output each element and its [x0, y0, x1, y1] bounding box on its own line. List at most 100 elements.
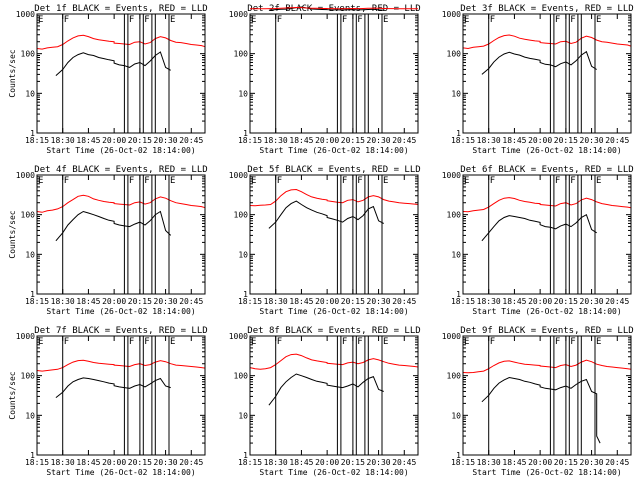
x-tick-label: 18:45	[502, 458, 526, 467]
y-tick-label: 1000	[229, 171, 248, 180]
y-tick-label: 10	[451, 250, 461, 259]
x-tick-label: 18:45	[289, 136, 313, 145]
x-tick-label: 18:30	[477, 458, 501, 467]
y-tick-label: 100	[447, 372, 462, 381]
x-tick-label: 20:30	[367, 297, 391, 306]
y-axis-label: Counts/sec	[8, 49, 17, 97]
interval-flag-label: F	[570, 176, 575, 186]
y-tick-label: 100	[447, 211, 462, 220]
y-tick-label: 1	[243, 129, 248, 138]
plot-frame	[249, 335, 419, 456]
y-tick-label: 10	[238, 250, 248, 259]
interval-flag-label: F	[64, 15, 69, 25]
panel-title: Det 8f BLACK = Events, RED = LLD	[247, 326, 420, 336]
x-tick-label: 20:30	[367, 458, 391, 467]
y-tick-label: 100	[21, 372, 36, 381]
events-rate-line	[55, 377, 171, 398]
x-tick-label: 20:15	[341, 297, 365, 306]
x-tick-label: 18:45	[502, 297, 526, 306]
interval-flag-label: E	[383, 15, 388, 25]
y-tick-label: 100	[21, 211, 36, 220]
y-tick-label: 1	[243, 290, 248, 299]
lld-rate-line	[249, 188, 419, 207]
interval-flag-label: F	[555, 176, 560, 186]
x-tick-label: 20:30	[154, 297, 178, 306]
x-tick-label: 18:15	[238, 136, 262, 145]
y-tick-label: 100	[21, 50, 36, 59]
plot-frame	[462, 174, 632, 295]
x-axis-label: Start Time (26-Oct-02 18:14:00)	[259, 307, 408, 316]
x-tick-label: 18:45	[76, 458, 100, 467]
y-tick-label: 1000	[442, 332, 461, 341]
interval-flag-label: E	[251, 337, 256, 347]
x-tick-label: 20:45	[605, 458, 629, 467]
events-rate-line	[268, 373, 384, 406]
panel-title: Det 1f BLACK = Events, RED = LLD	[34, 4, 207, 14]
interval-flag-label: F	[144, 176, 149, 186]
x-tick-label: 18:30	[51, 458, 75, 467]
interval-flag-label: E	[464, 15, 469, 25]
interval-flag-label: F	[129, 337, 134, 347]
events-rate-line	[481, 50, 597, 75]
plot-frame	[36, 174, 206, 295]
plot-frame	[36, 335, 206, 456]
x-tick-label: 20:00	[102, 297, 126, 306]
x-tick-label: 20:45	[179, 136, 203, 145]
x-tick-label: 18:45	[76, 136, 100, 145]
events-rate-line	[268, 200, 384, 229]
panel-title: Det 4f BLACK = Events, RED = LLD	[34, 165, 207, 175]
interval-flag-label: F	[357, 337, 362, 347]
plot-frame	[249, 174, 419, 295]
x-tick-label: 20:30	[154, 136, 178, 145]
y-tick-label: 10	[25, 411, 35, 420]
y-tick-label: 1000	[442, 10, 461, 19]
interval-flag-label: F	[129, 15, 134, 25]
y-tick-label: 100	[234, 372, 249, 381]
interval-flag-label: E	[464, 337, 469, 347]
interval-flag-label: E	[251, 15, 256, 25]
x-tick-label: 20:45	[605, 136, 629, 145]
y-tick-label: 1	[30, 290, 35, 299]
x-tick-label: 18:15	[25, 136, 49, 145]
x-tick-label: 20:00	[315, 136, 339, 145]
x-tick-label: 20:00	[315, 297, 339, 306]
y-tick-label: 1000	[442, 171, 461, 180]
events-rate-line	[481, 376, 601, 444]
interval-flag-label: F	[342, 176, 347, 186]
y-tick-label: 10	[25, 250, 35, 259]
plot-frame	[36, 13, 206, 134]
interval-flag-label: F	[342, 337, 347, 347]
interval-flag-label: F	[277, 337, 282, 347]
y-tick-label: 1	[456, 129, 461, 138]
x-tick-label: 20:00	[315, 458, 339, 467]
x-tick-label: 18:30	[264, 458, 288, 467]
x-tick-label: 20:15	[554, 458, 578, 467]
interval-flag-label: E	[38, 176, 43, 186]
interval-flag-label: E	[170, 15, 175, 25]
lld-rate-line	[462, 34, 632, 50]
panel-title: Det 9f BLACK = Events, RED = LLD	[460, 326, 633, 336]
x-tick-label: 18:45	[289, 297, 313, 306]
y-tick-label: 1	[30, 129, 35, 138]
events-rate-line	[55, 51, 171, 76]
x-tick-label: 20:00	[528, 136, 552, 145]
x-axis-label: Start Time (26-Oct-02 18:14:00)	[472, 468, 621, 477]
x-tick-label: 20:30	[580, 297, 604, 306]
lld-rate-line	[250, 6, 418, 10]
x-axis-label: Start Time (26-Oct-02 18:14:00)	[259, 146, 408, 155]
y-tick-label: 10	[238, 411, 248, 420]
plot-frame	[249, 13, 419, 134]
x-tick-label: 20:45	[392, 297, 416, 306]
x-axis-label: Start Time (26-Oct-02 18:14:00)	[46, 468, 195, 477]
interval-flag-label: F	[357, 176, 362, 186]
